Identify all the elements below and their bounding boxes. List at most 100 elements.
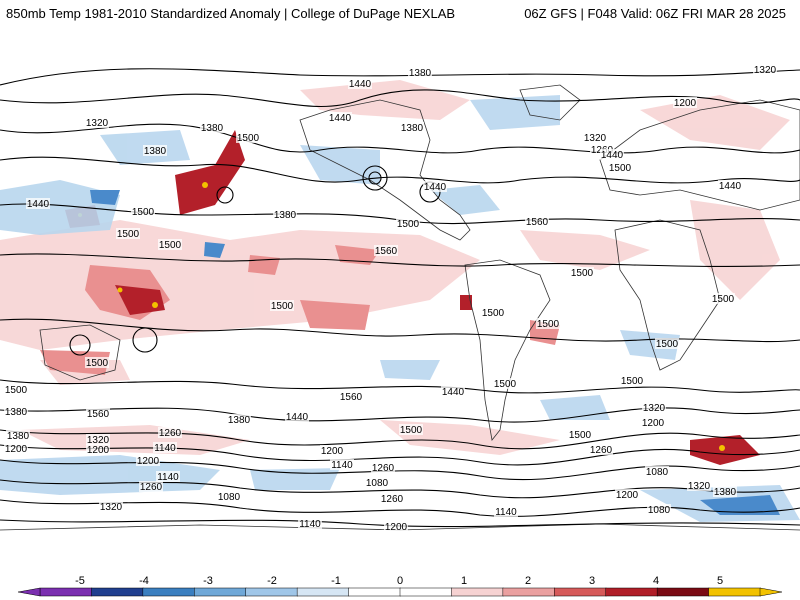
contour-label-bg: [400, 122, 424, 133]
contour-label: 1080: [218, 492, 241, 503]
contour-label: 1320: [100, 502, 123, 513]
contour-label-bg: [718, 180, 742, 191]
contour-label: 1500: [609, 163, 632, 174]
contour-label: 1140: [154, 443, 176, 454]
contour-label: 1500: [656, 339, 679, 350]
contour-label: 1140: [331, 460, 353, 471]
height-contours: [0, 68, 800, 528]
contour-label-bg: [99, 501, 123, 512]
contour-label: 1140: [157, 472, 179, 483]
contour-label-bg: [570, 267, 594, 278]
colorbar-swatch: [91, 587, 144, 597]
contour-label-bg: [26, 198, 50, 209]
colorbar-swatch: [142, 587, 196, 597]
contour-label-bg: [139, 481, 163, 492]
contour-label: 1500: [86, 358, 109, 369]
contour-label: 1500: [237, 133, 260, 144]
contour-label-bg: [600, 149, 624, 160]
contour-label-bg: [568, 429, 592, 440]
contour-label-bg: [4, 406, 28, 417]
contour-label: 1440: [27, 199, 50, 210]
contour-label: 1500: [482, 308, 505, 319]
contour-label: 1200: [385, 522, 408, 533]
contour-label: 1560: [375, 246, 398, 257]
anomaly-map: 1380 1440 1320 1200 1320 1380 1440 1260 1380 1500…: [0, 28, 800, 558]
contour-label: 1260: [372, 463, 395, 474]
contour-label: 1500: [397, 219, 420, 230]
colorbar-swatch: [296, 587, 350, 597]
colorbar-swatch: [348, 587, 401, 597]
contour-label-bg: [4, 384, 28, 395]
contour-label-bg: [143, 145, 167, 156]
colorbar-label: 0: [397, 575, 403, 587]
africa-coast: [614, 219, 721, 371]
contour-label-bg: [217, 491, 241, 502]
contour-label-bg: [589, 444, 613, 455]
contour-label-bg: [384, 521, 408, 532]
contour-label: 1320: [87, 435, 110, 446]
contour-label-bg: [536, 318, 560, 329]
greenland-coast: [519, 84, 581, 121]
contour-label: 1200: [321, 446, 344, 457]
contour-label-bg: [136, 455, 160, 466]
colorbar-label: 5: [717, 575, 723, 587]
contour-label-bg: [85, 117, 109, 128]
contour-label: 1440: [286, 412, 309, 423]
contour-label-bg: [399, 424, 423, 435]
colorbar-label: 4: [653, 575, 659, 587]
contour-label: 1320: [584, 133, 607, 144]
contour-label: 1440: [601, 150, 624, 161]
contour-label-bg: [285, 411, 309, 422]
colorbar-label: -5: [75, 575, 85, 587]
contour-label-bg: [641, 417, 665, 428]
contour-label-bg: [374, 245, 398, 256]
contour-label: 1260: [140, 482, 163, 493]
contour-label: 1380: [409, 68, 432, 79]
colorbar-low-arrow: [17, 587, 41, 597]
colorbar-swatch: [502, 587, 556, 597]
colorbar-swatch: [605, 587, 658, 597]
contour-label-bg: [371, 462, 395, 473]
colorbar-label: 3: [589, 575, 595, 587]
contour-label: 1080: [366, 478, 389, 489]
colorbar-swatch: [451, 587, 504, 597]
contour-label: 1500: [117, 229, 140, 240]
contour-label-bg: [608, 162, 632, 173]
contour-label-bg: [673, 97, 697, 108]
contour-label: 1380: [714, 487, 737, 498]
colorbar-swatch: [39, 587, 93, 597]
contour-label: 1500: [271, 301, 294, 312]
contour-label: 1380: [5, 407, 28, 418]
contour-label-bg: [525, 216, 549, 227]
contour-label: 1500: [571, 268, 594, 279]
contour-label-bg: [494, 506, 518, 517]
contour-label-bg: [423, 181, 447, 192]
model-run-info: 06Z GFS | F048 Valid: 06Z FRI MAR 28 202…: [524, 6, 786, 21]
contour-label: 1440: [442, 387, 465, 398]
contour-label: 1380: [401, 123, 424, 134]
contour-label-bg: [116, 228, 140, 239]
colorbar-high-arrow: [759, 587, 783, 597]
contour-label-bg: [396, 218, 420, 229]
contour-label-bg: [655, 338, 679, 349]
contour-label: 1500: [132, 207, 155, 218]
colorbar-swatch: [656, 587, 710, 597]
contour-label-bg: [493, 378, 517, 389]
contour-label: 1380: [7, 431, 30, 442]
contour-label-bg: [236, 132, 260, 143]
contour-label-bg: [642, 402, 666, 413]
map-title: 850mb Temp 1981-2010 Standardized Anomal…: [6, 6, 456, 21]
contour-label-bg: [713, 486, 737, 497]
contour-label-bg: [86, 444, 110, 455]
contour-label: 1200: [642, 418, 665, 429]
north-america-coast: [299, 99, 471, 241]
contour-label: 1080: [646, 467, 669, 478]
contour-label-bg: [583, 132, 607, 143]
contour-label-bg: [365, 477, 389, 488]
contour-label: 1440: [424, 182, 447, 193]
colorbar-label: 1: [461, 575, 467, 587]
colorbar-label: -1: [331, 575, 341, 587]
contour-label-bg: [6, 430, 30, 441]
contour-label: 1380: [144, 146, 167, 157]
contour-label: 1200: [616, 490, 639, 501]
